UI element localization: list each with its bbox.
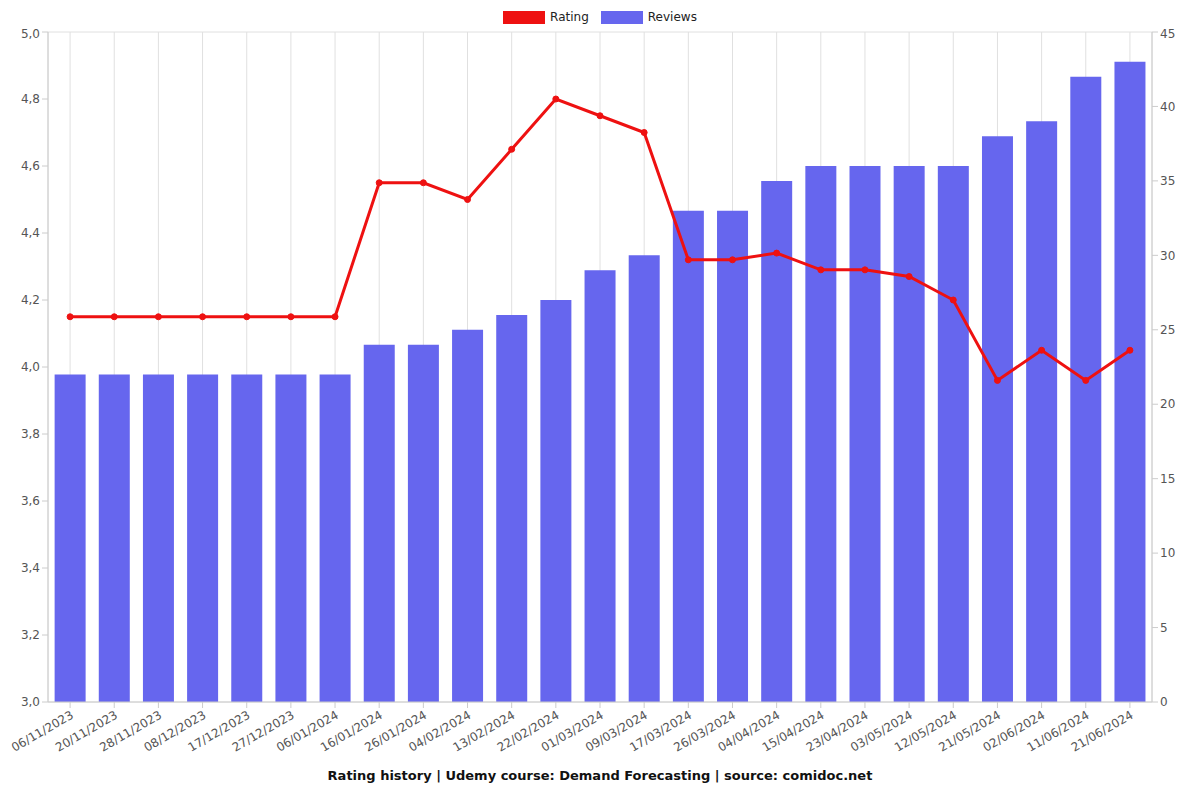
svg-text:12/05/2024: 12/05/2024 [892,707,959,755]
svg-text:21/05/2024: 21/05/2024 [936,707,1004,755]
svg-text:15: 15 [1160,472,1175,486]
svg-text:16/01/2024: 16/01/2024 [318,707,385,755]
svg-text:20: 20 [1160,397,1175,411]
svg-text:3,4: 3,4 [21,561,40,575]
svg-text:13/02/2024: 13/02/2024 [450,707,518,755]
svg-text:4,4: 4,4 [21,226,40,240]
svg-text:35: 35 [1160,174,1175,188]
svg-text:4,8: 4,8 [21,92,40,106]
html-text:Rating history | Udemy course:: Rating history | Udemy course: Demand Fo… [327,768,873,783]
svg-text:10: 10 [1160,546,1175,560]
svg-text:4,2: 4,2 [21,293,40,307]
svg-text:3,2: 3,2 [21,628,40,642]
svg-text:4,6: 4,6 [21,159,40,173]
svg-text:20/11/2023: 20/11/2023 [53,707,120,755]
svg-text:0: 0 [1160,695,1168,709]
html-text:Reviews: Reviews [647,10,697,24]
html-text:Rating: Rating [550,10,589,24]
svg-text:30: 30 [1160,249,1175,263]
svg-text:11/06/2024: 11/06/2024 [1024,707,1092,755]
svg-text:3,6: 3,6 [21,494,40,508]
svg-text:17/12/2023: 17/12/2023 [185,707,253,755]
svg-text:3,0: 3,0 [21,695,40,709]
svg-text:23/04/2024: 23/04/2024 [803,707,871,755]
svg-text:40: 40 [1160,100,1175,114]
svg-text:28/11/2023: 28/11/2023 [97,707,165,755]
svg-text:26/01/2024: 26/01/2024 [362,707,430,755]
svg-text:22/02/2024: 22/02/2024 [494,707,562,755]
svg-text:04/04/2024: 04/04/2024 [715,707,783,755]
svg-text:02/06/2024: 02/06/2024 [980,707,1048,755]
svg-text:27/12/2023: 27/12/2023 [229,707,297,755]
svg-text:15/04/2024: 15/04/2024 [759,707,827,755]
svg-text:5,0: 5,0 [21,27,40,41]
svg-text:21/06/2024: 21/06/2024 [1069,708,1136,755]
svg-text:03/05/2024: 03/05/2024 [848,707,915,755]
svg-text:06/01/2024: 06/01/2024 [273,707,341,755]
svg-text:45: 45 [1160,27,1175,41]
svg-text:04/02/2024: 04/02/2024 [406,707,474,755]
svg-text:3,8: 3,8 [21,427,40,441]
svg-text:09/03/2024: 09/03/2024 [583,707,650,755]
svg-text:17/03/2024: 17/03/2024 [627,707,695,755]
svg-text:5: 5 [1160,621,1168,635]
svg-text:01/03/2024: 01/03/2024 [538,707,606,755]
svg-text:06/11/2023: 06/11/2023 [8,707,76,755]
svg-text:4,0: 4,0 [21,360,40,374]
svg-text:08/12/2023: 08/12/2023 [141,707,209,755]
svg-text:25: 25 [1160,323,1175,337]
svg-text:26/03/2024: 26/03/2024 [671,707,739,755]
